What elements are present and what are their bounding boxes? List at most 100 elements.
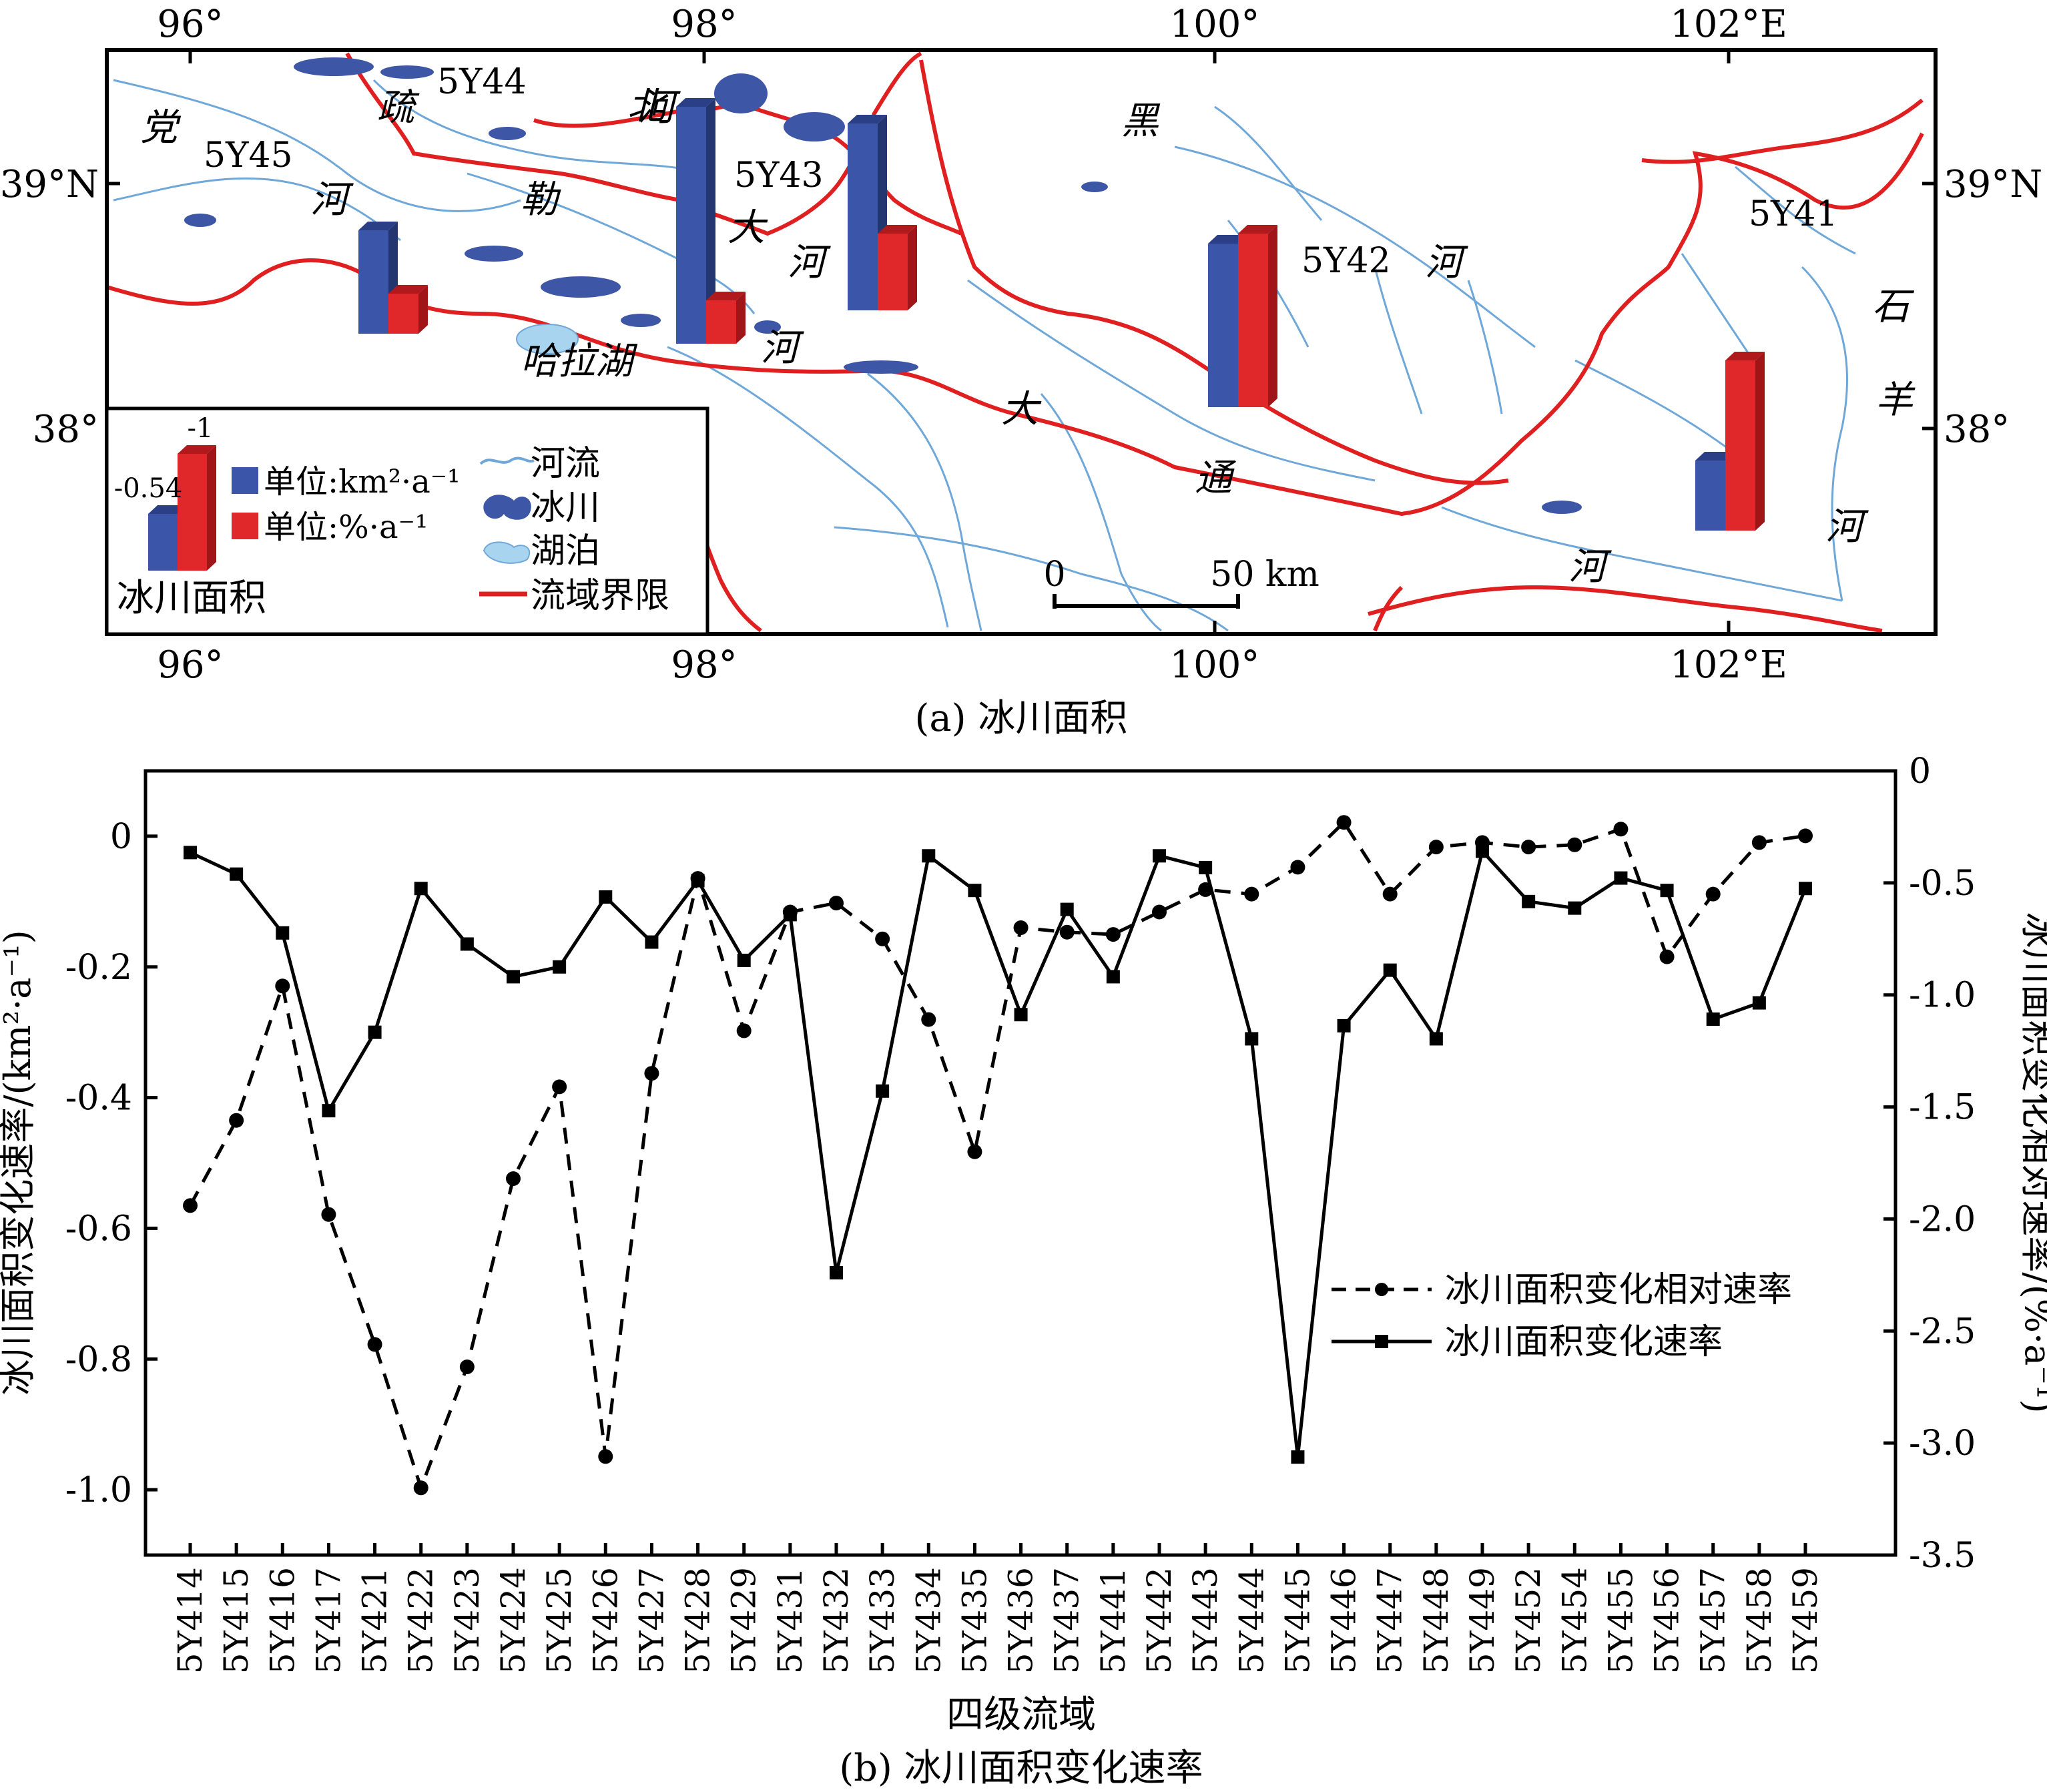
rate-point [737,953,751,967]
relative-rate-point [183,1198,198,1213]
legend-lake-label: 湖泊 [531,531,600,571]
rate-point [1245,1032,1259,1046]
place-label: 勒 [521,178,561,222]
bar-pair-5y42 [1208,225,1277,407]
y-tick-label: -1.0 [65,1470,132,1510]
chart-caption: (b) 冰川面积变化速率 [839,1747,1203,1790]
rate-point [1106,970,1120,984]
place-labels: 党 河 疏 勒 河 北 大 河 河 黑 河 大 通 河 石 羊 河 哈拉湖 [140,85,1916,589]
relative-rate-point [367,1337,382,1352]
legend-river-label: 河流 [531,444,600,484]
relative-rate-point [598,1449,613,1464]
x-tick-label: 5Y434 [909,1567,948,1674]
rate-point [460,937,474,951]
y-tick-label: -0.4 [65,1079,132,1119]
y-axis-label: 冰川面积变化速率/(km²·a⁻¹) [0,930,39,1395]
lon-tick-label: 100° [1170,643,1260,687]
x-tick-label: 5Y415 [217,1567,256,1674]
x-tick-label: 5Y431 [771,1567,810,1674]
x-tick-label: 5Y429 [725,1567,764,1674]
legend-title: 冰川面积 [117,577,266,620]
x-tick-label: 5Y457 [1694,1567,1733,1674]
rate-point [1060,902,1074,916]
relative-rate-point [967,1144,982,1159]
basin-code: 5Y41 [1749,194,1838,234]
legend-rate-swatch [232,513,258,539]
x-tick-label: 5Y446 [1325,1567,1364,1674]
rate-line [189,848,1807,1458]
x-tick-label: 5Y422 [402,1567,441,1674]
x-tick-label: 5Y423 [448,1567,487,1674]
relative-rate-point [1659,949,1675,964]
y2-tick-label: -0.5 [1909,864,1976,904]
plot-frame [143,769,1897,1557]
relative-rate-point [1705,886,1721,902]
x-tick-label: 5Y449 [1463,1567,1502,1674]
rate-point [691,874,705,888]
place-label: 哈拉湖 [521,340,638,383]
lon-ticks-bottom: 96° 98° 100° 102°E [157,643,1787,687]
relative-rate-point [1613,822,1629,837]
place-label: 河 [1825,505,1869,549]
relative-rate-point [1428,840,1444,855]
x-tick-label: 5Y455 [1601,1567,1640,1674]
y2-tick-label: -1.0 [1909,976,1976,1016]
lon-tick-label: 102°E [1670,643,1787,687]
y2-tick-label: -1.5 [1909,1088,1976,1128]
relative-rate-point [506,1171,521,1186]
rate-point [1337,1018,1351,1032]
x-tick-label: 5Y424 [494,1567,533,1674]
basin-code: 5Y42 [1301,241,1391,281]
rate-chart: 0 -0.2 -0.4 -0.6 -0.8 -1.0 0 -0.5 -1.0 -1.5 -2.0 -… [0,752,2047,1790]
y2-tick-label: -2.5 [1909,1311,1976,1352]
x-tick-label: 5Y433 [863,1567,902,1674]
relative-rate-point [1244,886,1259,902]
relative-rate-point [644,1066,659,1081]
x-tick-label: 5Y427 [632,1567,671,1674]
basin-code-labels: 5Y41 5Y42 5Y43 5Y44 5Y45 [204,62,1838,281]
place-label: 疏 [377,86,420,129]
glacier-icon [483,495,531,520]
basin-boundaries [106,51,1924,633]
bar-pair-5y43-b [848,115,917,310]
place-label: 黑 [1121,99,1161,143]
relative-rate-point [1751,835,1767,850]
rate-point [184,846,197,860]
x-tick-label: 5Y445 [1278,1567,1317,1674]
right-axis: 0 -0.5 -1.0 -1.5 -2.0 -2.5 -3.0 -3.5 [1883,752,1976,1576]
rate-point [645,935,659,949]
place-label: 石 [1872,285,1915,328]
y2-tick-label: -3.0 [1909,1424,1976,1464]
place-label: 河 [1425,241,1468,284]
lat-tick-label: 39°N [1944,163,2042,206]
bar-pair-5y41 [1695,352,1765,531]
x-tick-label: 5Y458 [1740,1567,1779,1674]
rate-point [783,908,797,922]
relative-rate-point [1105,927,1121,942]
legend-boundary-label: 流域界限 [531,576,669,616]
lat-tick-label: 38° [1944,408,2010,451]
hala-lake [516,324,579,354]
lon-tick-label: 100° [1170,3,1260,46]
x-tick-label: 5Y444 [1232,1567,1271,1674]
x-tick-label: 5Y442 [1140,1567,1179,1674]
scale-bar: 0 50 km [1043,555,1320,609]
scale-bar-start: 0 [1043,555,1065,595]
x-tick-label: 5Y452 [1509,1567,1548,1674]
rate-point [1752,996,1766,1010]
rate-point [1799,882,1812,896]
relative-rate-point [1567,837,1582,852]
relative-rate-point [459,1360,475,1374]
map-legend: -0.54 -1 冰川面积 单位:km²·a⁻¹ 单位:%·a⁻¹ 河流 冰川 … [105,406,709,636]
rate-point [507,970,520,984]
y2-axis-label: 冰川面积变化相对速率/(%·a⁻¹) [2017,912,2047,1413]
map-caption: (a) 冰川面积 [915,697,1128,740]
rate-point [830,1266,843,1279]
relative-rate-point [875,931,890,946]
x-tick-label: 5Y417 [309,1567,348,1674]
place-label: 河 [310,178,354,222]
map-glacier-bars [358,98,1765,531]
y2-tick-label: 0 [1909,752,1931,792]
x-tick-label: 5Y425 [540,1567,579,1674]
relative-rate-point [229,1113,244,1128]
